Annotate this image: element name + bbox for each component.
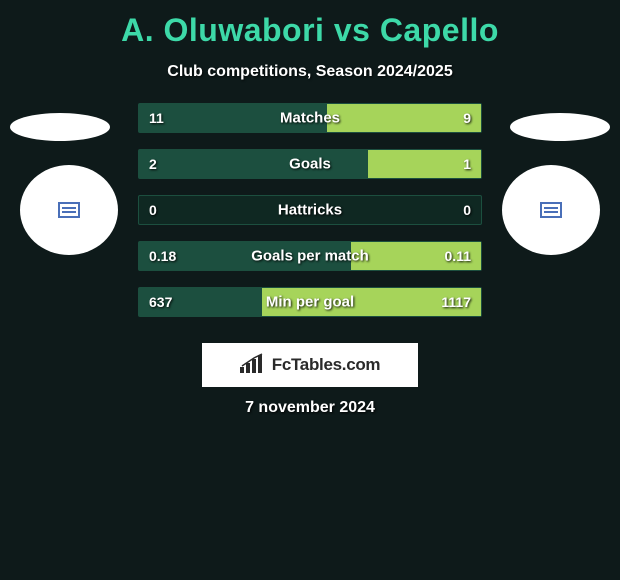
- date-text: 7 november 2024: [245, 399, 375, 417]
- flag-right: [510, 113, 610, 141]
- stat-left-value: 637: [149, 294, 172, 310]
- stat-label: Goals per match: [251, 248, 369, 265]
- stat-label: Matches: [280, 110, 340, 127]
- stat-left-value: 0.18: [149, 248, 176, 264]
- stat-right-value: 0: [463, 202, 471, 218]
- stat-bars: 11 Matches 9 2 Goals 1 0 Hattricks 0 0.1…: [138, 103, 482, 333]
- flag-left: [10, 113, 110, 141]
- stat-label: Min per goal: [266, 294, 354, 311]
- stat-right-value: 1: [463, 156, 471, 172]
- stat-left-value: 11: [149, 110, 164, 126]
- placeholder-icon: [540, 202, 562, 218]
- page-title: A. Oluwabori vs Capello: [0, 0, 620, 49]
- stat-row: 11 Matches 9: [138, 103, 482, 133]
- stat-right-value: 1117: [441, 294, 471, 310]
- team-badge-left: [20, 165, 118, 255]
- subtitle: Club competitions, Season 2024/2025: [0, 63, 620, 81]
- stat-right-value: 0.11: [445, 248, 471, 264]
- team-badge-right: [502, 165, 600, 255]
- brand-text: FcTables.com: [272, 355, 381, 375]
- stat-label: Goals: [289, 156, 331, 173]
- stat-left-value: 2: [149, 156, 157, 172]
- bars-icon: [240, 353, 266, 378]
- stat-right-value: 9: [463, 110, 471, 126]
- brand-box: FcTables.com: [202, 343, 418, 387]
- placeholder-icon: [58, 202, 80, 218]
- stat-left-value: 0: [149, 202, 157, 218]
- stat-row: 0.18 Goals per match 0.11: [138, 241, 482, 271]
- stat-row: 0 Hattricks 0: [138, 195, 482, 225]
- stat-row: 637 Min per goal 1117: [138, 287, 482, 317]
- bar-segment-right: [327, 104, 481, 132]
- bar-segment-left: [139, 150, 368, 178]
- stat-label: Hattricks: [278, 202, 342, 219]
- stat-row: 2 Goals 1: [138, 149, 482, 179]
